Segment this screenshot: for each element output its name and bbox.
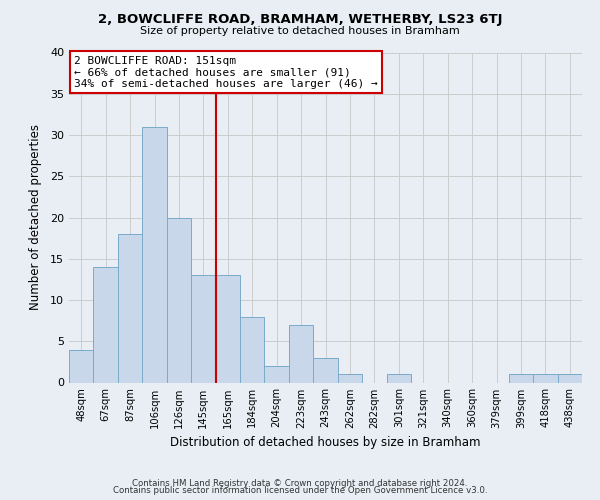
- Bar: [69, 350, 94, 382]
- Bar: [240, 316, 265, 382]
- X-axis label: Distribution of detached houses by size in Bramham: Distribution of detached houses by size …: [170, 436, 481, 449]
- Text: 2, BOWCLIFFE ROAD, BRAMHAM, WETHERBY, LS23 6TJ: 2, BOWCLIFFE ROAD, BRAMHAM, WETHERBY, LS…: [98, 12, 502, 26]
- Bar: [289, 325, 313, 382]
- Bar: [509, 374, 533, 382]
- Text: Contains HM Land Registry data © Crown copyright and database right 2024.: Contains HM Land Registry data © Crown c…: [132, 478, 468, 488]
- Bar: [167, 218, 191, 382]
- Bar: [533, 374, 557, 382]
- Bar: [191, 275, 215, 382]
- Text: Size of property relative to detached houses in Bramham: Size of property relative to detached ho…: [140, 26, 460, 36]
- Bar: [313, 358, 338, 382]
- Text: Contains public sector information licensed under the Open Government Licence v3: Contains public sector information licen…: [113, 486, 487, 495]
- Bar: [338, 374, 362, 382]
- Y-axis label: Number of detached properties: Number of detached properties: [29, 124, 41, 310]
- Text: 2 BOWCLIFFE ROAD: 151sqm
← 66% of detached houses are smaller (91)
34% of semi-d: 2 BOWCLIFFE ROAD: 151sqm ← 66% of detach…: [74, 56, 378, 89]
- Bar: [118, 234, 142, 382]
- Bar: [94, 267, 118, 382]
- Bar: [386, 374, 411, 382]
- Bar: [557, 374, 582, 382]
- Bar: [265, 366, 289, 382]
- Bar: [215, 275, 240, 382]
- Bar: [142, 126, 167, 382]
